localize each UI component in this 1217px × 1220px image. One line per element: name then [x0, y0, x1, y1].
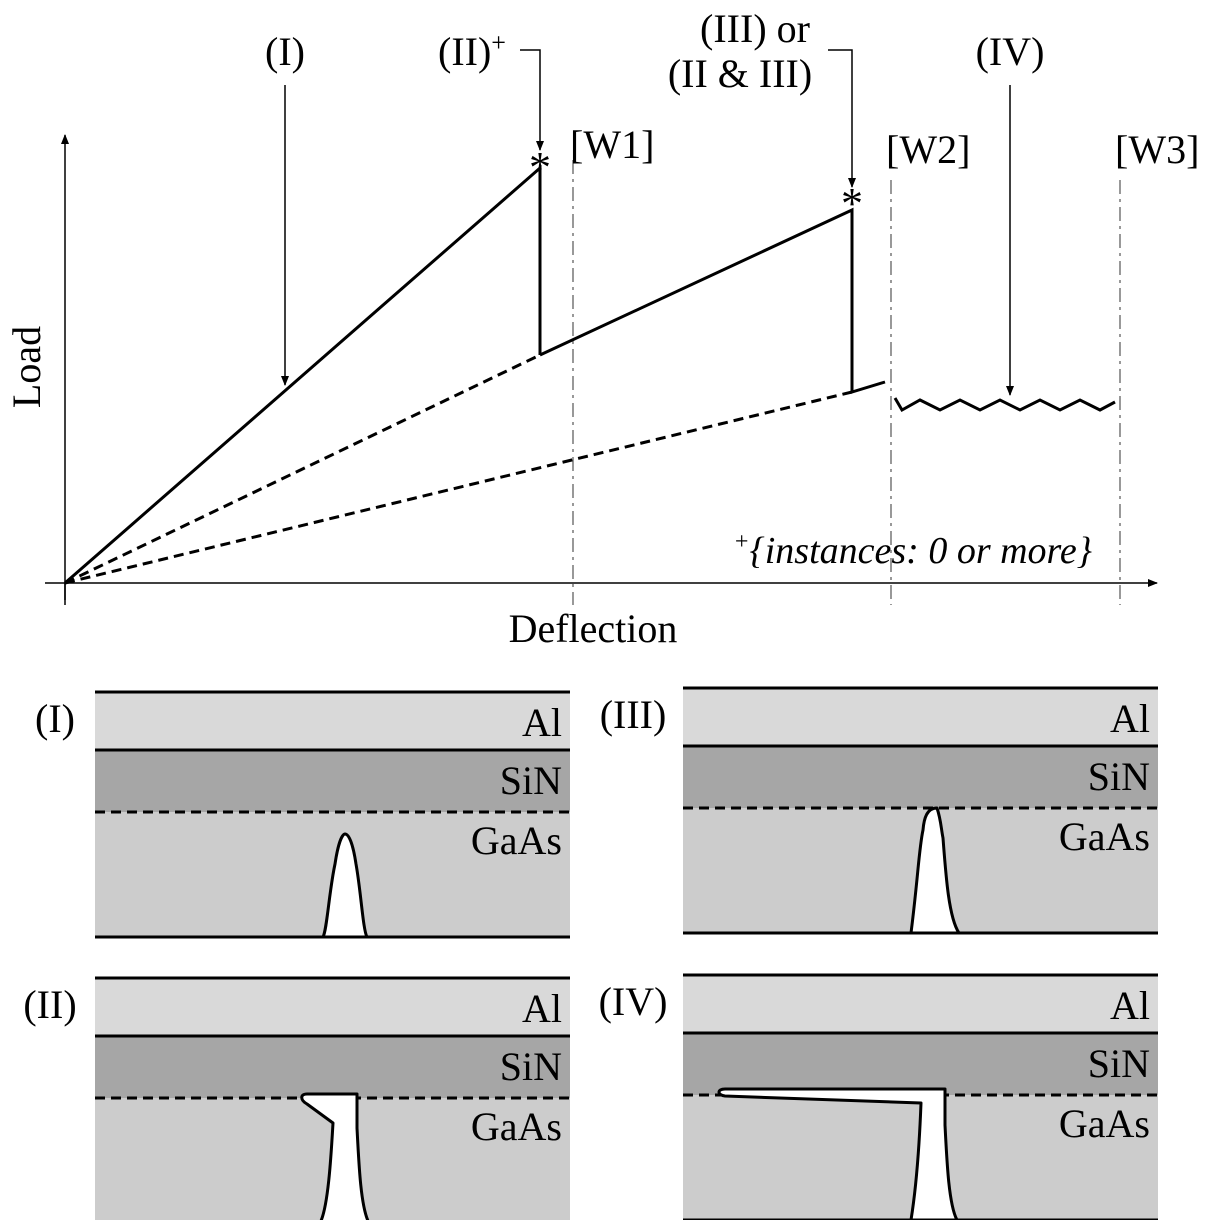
layer-label: GaAs — [471, 1104, 562, 1149]
annotation: (I) — [265, 29, 305, 74]
x-label: Deflection — [509, 606, 678, 651]
layer-sin — [95, 750, 570, 812]
arrow — [828, 49, 856, 188]
layer-label: Al — [1110, 983, 1150, 1028]
asterisk: * — [841, 179, 863, 228]
window-label: [W3] — [1115, 127, 1199, 172]
panel: Al SiN GaAs — [683, 973, 1158, 1220]
unload-line — [64, 353, 541, 585]
annotation: (II & III) — [668, 51, 812, 96]
layer-label: GaAs — [471, 818, 562, 863]
annotation: (II)+ — [438, 28, 506, 74]
arrow — [520, 49, 544, 151]
note: +{instances: 0 or more} — [733, 529, 1092, 572]
unload-line — [64, 390, 853, 585]
layer-al — [95, 978, 570, 1036]
layer-label: SiN — [1088, 1041, 1150, 1086]
layer-al — [95, 692, 570, 750]
load-curve — [64, 164, 542, 585]
window-label: [W1] — [570, 122, 654, 167]
layer-sin — [683, 1033, 1158, 1095]
layer-label: SiN — [1088, 754, 1150, 799]
layer-al — [683, 975, 1158, 1033]
panel: Al SiN GaAs — [95, 690, 570, 939]
crack — [300, 1092, 370, 1220]
panel-label: (II) — [23, 982, 76, 1027]
panel: Al SiN GaAs — [95, 976, 570, 1220]
layer-label: GaAs — [1059, 1101, 1150, 1146]
panel-label: (I) — [35, 696, 75, 741]
panel: Al SiN GaAs — [683, 686, 1158, 935]
crack — [321, 832, 369, 939]
load-curve — [539, 207, 886, 395]
panels: Al SiN GaAs (I) Al SiN GaAs (III) Al SiN GaAs (II) A… — [23, 686, 1158, 1220]
panel-label: (IV) — [599, 979, 668, 1024]
layer-label: Al — [522, 700, 562, 745]
layer-sin — [95, 1036, 570, 1098]
layer-sin — [683, 746, 1158, 808]
window-label: [W2] — [886, 127, 970, 172]
annotation-text: (II) — [438, 29, 491, 74]
layer-label: SiN — [500, 758, 562, 803]
crack — [717, 1087, 959, 1220]
crack — [909, 806, 961, 935]
annotation: (III) or — [700, 6, 810, 51]
panel-label: (III) — [600, 692, 667, 737]
note-text: {instances: 0 or more} — [750, 530, 1092, 572]
superscript: + — [491, 28, 506, 57]
layer-al — [683, 688, 1158, 746]
layer-label: GaAs — [1059, 814, 1150, 859]
layer-label: Al — [522, 986, 562, 1031]
superscript: + — [733, 529, 749, 555]
layer-label: SiN — [500, 1044, 562, 1089]
layer-label: Al — [1110, 696, 1150, 741]
y-label: Load — [4, 326, 49, 408]
annotation: (IV) — [976, 29, 1045, 74]
serrated-curve — [893, 397, 1116, 413]
asterisk: * — [529, 143, 551, 192]
